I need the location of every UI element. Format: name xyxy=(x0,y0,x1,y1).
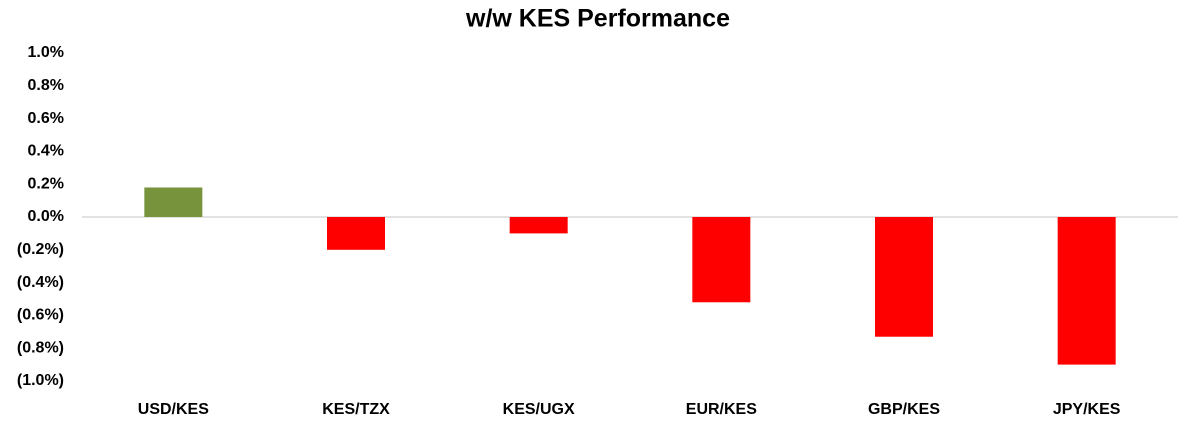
bar xyxy=(144,187,203,217)
bar xyxy=(692,217,751,303)
x-tick-label: JPY/KES xyxy=(1053,401,1121,418)
y-tick-label: (0.8%) xyxy=(17,339,64,356)
x-tick-label: USD/KES xyxy=(138,401,209,418)
bar xyxy=(1057,217,1116,365)
y-tick-label: (0.6%) xyxy=(17,307,64,324)
y-tick-label: 0.0% xyxy=(28,208,64,225)
bar xyxy=(875,217,933,337)
y-tick-label: (0.2%) xyxy=(17,241,64,258)
y-tick-label: (0.4%) xyxy=(17,274,64,291)
y-tick-label: (1.0%) xyxy=(17,372,64,389)
bar xyxy=(327,217,385,250)
y-tick-label: 0.4% xyxy=(28,143,64,160)
y-tick-label: 0.6% xyxy=(28,110,64,127)
y-tick-label: 0.2% xyxy=(28,175,64,192)
y-tick-label: 1.0% xyxy=(28,44,64,61)
x-tick-label: GBP/KES xyxy=(868,401,940,418)
x-tick-label: KES/UGX xyxy=(503,401,575,418)
y-tick-label: 0.8% xyxy=(28,77,64,94)
x-tick-label: KES/TZX xyxy=(322,401,390,418)
chart-title: w/w KES Performance xyxy=(465,5,730,33)
bar xyxy=(509,217,568,234)
x-tick-label: EUR/KES xyxy=(686,401,757,418)
